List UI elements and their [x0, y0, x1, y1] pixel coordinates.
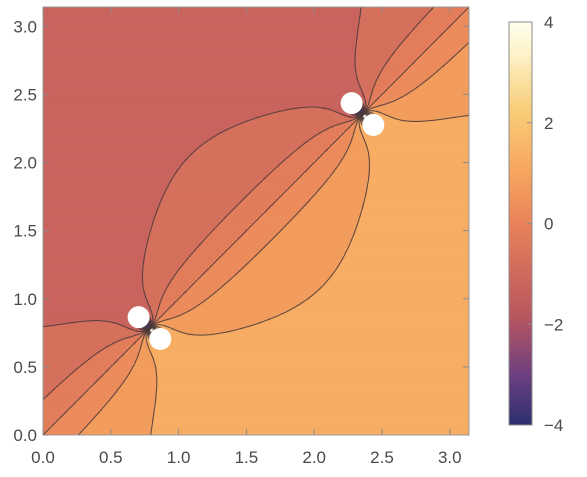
plot-area [43, 7, 470, 436]
